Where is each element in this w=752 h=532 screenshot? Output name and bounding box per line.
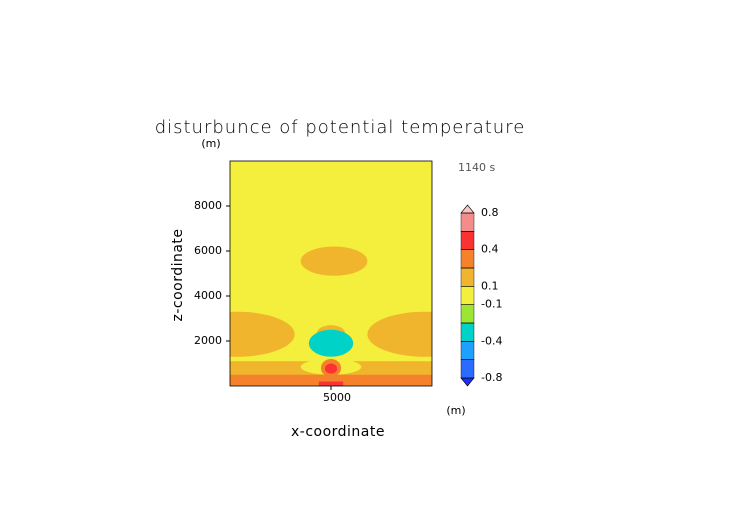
colorbar-label: -0.8 [481, 371, 502, 384]
colorbar-box [460, 212, 475, 232]
colorbar-box [460, 249, 475, 269]
y-tick-label: 2000 [194, 334, 222, 347]
contour-region [308, 329, 354, 357]
colorbar-box [460, 304, 475, 324]
colorbar-box [460, 341, 475, 360]
colorbar-box [460, 231, 475, 250]
colorbar-label: 0.4 [481, 243, 499, 256]
time-annotation: 1140 s [458, 161, 495, 174]
colorbar-box [460, 359, 475, 379]
colorbar-label: 0.1 [481, 279, 499, 292]
plot-area [230, 161, 432, 386]
y-tick-label: 6000 [194, 244, 222, 257]
contour-region [300, 246, 368, 276]
contour-region [318, 381, 344, 386]
colorbar-label: -0.4 [481, 334, 502, 347]
chart-title: disturbunce of potential temperature [155, 117, 526, 138]
y-tick-label: 8000 [194, 199, 222, 212]
contour-region [230, 374, 432, 386]
colorbar-label: 0.8 [481, 206, 499, 219]
x-tick-label: 5000 [323, 391, 351, 404]
y-unit: (m) [201, 137, 220, 150]
colorbar-arrow [460, 204, 475, 214]
contour-region [230, 311, 295, 357]
contour-region [367, 311, 432, 357]
y-tick-label: 4000 [194, 289, 222, 302]
colorbar-box [460, 267, 475, 287]
y-axis-label: z-coordinate [170, 228, 186, 321]
colorbar-arrow [460, 377, 475, 387]
x-unit: (m) [446, 404, 465, 417]
colorbar-label: -0.1 [481, 298, 502, 311]
colorbar-box [460, 322, 475, 342]
x-axis-label: x-coordinate [291, 424, 385, 440]
colorbar-box [460, 286, 475, 305]
contour-region [324, 363, 338, 374]
